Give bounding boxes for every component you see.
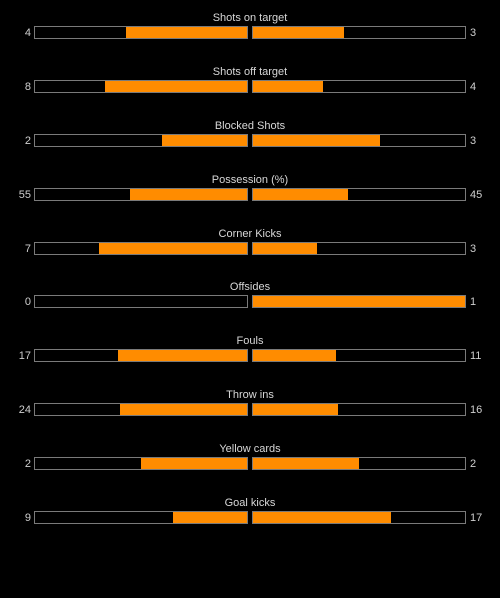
away-bar-fill	[253, 242, 317, 254]
away-value: 3	[470, 134, 477, 147]
away-value: 2	[470, 458, 477, 471]
home-value: 2	[24, 134, 31, 147]
home-bar-fill	[98, 242, 247, 254]
away-bar-fill	[253, 296, 465, 308]
stat-label: Blocked Shots	[214, 119, 286, 132]
home-bar-fill	[130, 188, 247, 200]
home-bar	[34, 79, 248, 93]
away-bar-fill	[253, 350, 336, 362]
match-stats-panel: Shots on target 4 3 Shots off target 8 4 Block…	[0, 12, 500, 551]
home-bar	[34, 511, 248, 525]
away-bar-fill	[253, 188, 349, 200]
home-bar	[34, 133, 248, 147]
away-bar-fill	[253, 404, 338, 416]
home-value: 55	[18, 188, 31, 201]
home-value: 24	[18, 404, 31, 417]
home-bar-fill	[119, 404, 247, 416]
stat-row: Blocked Shots 2 3	[0, 120, 500, 174]
stat-label: Goal kicks	[224, 497, 276, 510]
away-bar-fill	[253, 27, 345, 38]
stat-label: Corner Kicks	[218, 227, 282, 240]
home-bar-fill	[141, 458, 247, 470]
stat-row: Shots on target 4 3	[0, 12, 500, 66]
home-value: 4	[24, 27, 31, 39]
away-bar	[252, 79, 466, 93]
away-bar	[252, 403, 466, 417]
away-bar	[252, 133, 466, 147]
home-bar	[34, 26, 248, 39]
stat-row: Goal kicks 9 17	[0, 497, 500, 551]
stat-row: Fouls 17 11	[0, 335, 500, 389]
away-bar	[252, 187, 466, 201]
away-bar	[252, 457, 466, 471]
stat-label: Offsides	[229, 281, 271, 294]
home-bar	[34, 295, 248, 309]
stat-label: Shots off target	[212, 65, 288, 78]
home-bar	[34, 457, 248, 471]
home-bar-fill	[117, 350, 247, 362]
away-bar-fill	[253, 80, 323, 92]
away-bar-fill	[253, 512, 391, 524]
stat-row: Corner Kicks 7 3	[0, 228, 500, 282]
away-value: 3	[470, 27, 477, 39]
home-bar	[34, 403, 248, 417]
away-value: 17	[470, 512, 483, 525]
stat-row: Throw ins 24 16	[0, 389, 500, 443]
stat-label: Fouls	[236, 335, 264, 348]
home-value: 17	[18, 350, 31, 363]
stat-row: Yellow cards 2 2	[0, 443, 500, 497]
away-value: 3	[470, 242, 477, 255]
home-bar-fill	[126, 27, 247, 38]
home-value: 7	[24, 242, 31, 255]
home-bar	[34, 349, 248, 363]
away-value: 45	[470, 188, 483, 201]
away-bar	[252, 295, 466, 309]
away-bar	[252, 511, 466, 525]
stat-label: Yellow cards	[219, 443, 281, 456]
home-bar-fill	[162, 134, 247, 146]
away-bar	[252, 26, 466, 39]
away-bar-fill	[253, 458, 359, 470]
home-value: 0	[24, 296, 31, 309]
home-value: 8	[24, 80, 31, 93]
home-bar	[34, 241, 248, 255]
stat-row: Possession (%) 55 45	[0, 174, 500, 228]
home-value: 9	[24, 512, 31, 525]
home-bar-fill	[104, 80, 247, 92]
away-bar	[252, 349, 466, 363]
away-value: 16	[470, 404, 483, 417]
stat-row: Shots off target 8 4	[0, 66, 500, 120]
stat-label: Throw ins	[226, 389, 274, 402]
away-bar	[252, 241, 466, 255]
away-value: 11	[470, 350, 482, 363]
home-value: 2	[24, 458, 31, 471]
home-bar-fill	[172, 512, 247, 524]
away-value: 4	[470, 80, 477, 93]
stat-label: Possession (%)	[211, 173, 289, 186]
away-bar-fill	[253, 134, 381, 146]
away-value: 1	[470, 296, 477, 309]
stat-label: Shots on target	[212, 12, 288, 24]
stat-row: Offsides 0 1	[0, 281, 500, 335]
home-bar	[34, 187, 248, 201]
